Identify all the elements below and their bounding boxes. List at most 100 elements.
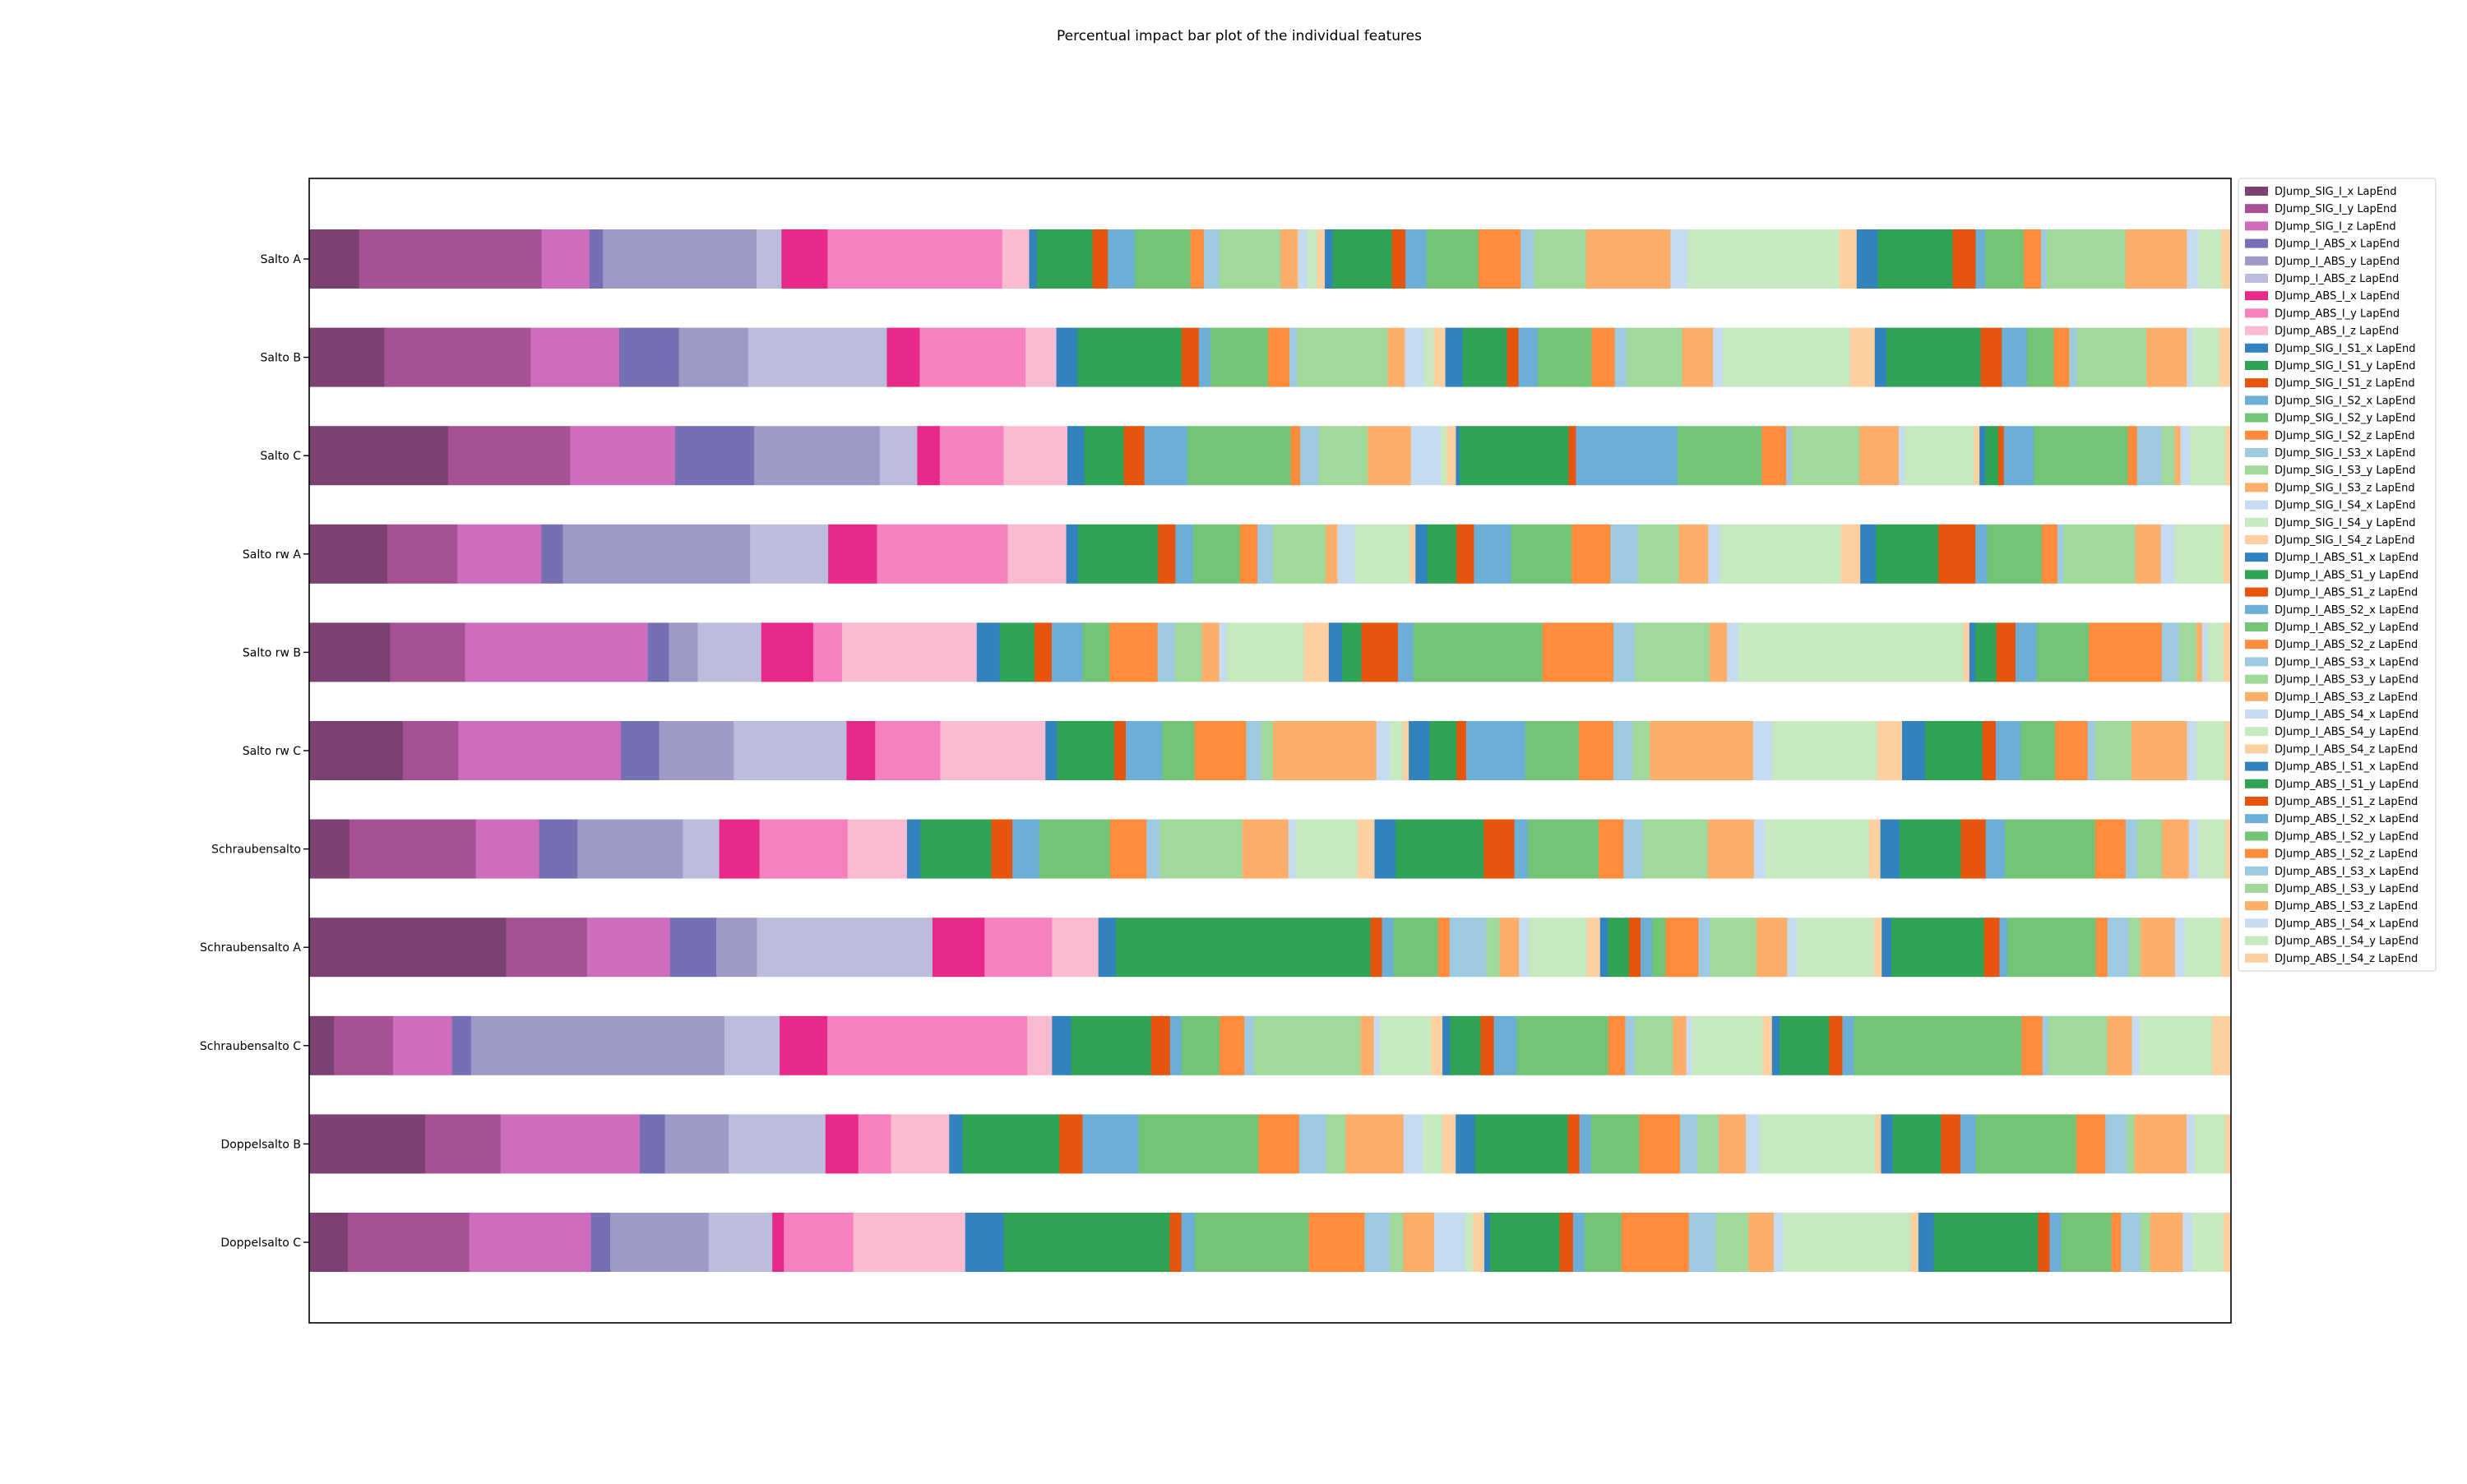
legend-swatch xyxy=(2245,744,2268,754)
bar-segment xyxy=(2041,524,2058,584)
bar-segment xyxy=(1613,622,1636,682)
bar-segment xyxy=(1771,1015,1780,1075)
bar-segment xyxy=(825,1114,859,1174)
bar-segment xyxy=(826,1015,1028,1075)
bar-segment xyxy=(2211,1015,2232,1075)
bar-segment xyxy=(1840,524,1861,584)
bar-segment xyxy=(891,1114,950,1174)
legend-swatch xyxy=(2245,343,2268,353)
bar-segment xyxy=(347,1213,470,1272)
legend-swatch xyxy=(2245,256,2268,266)
bar-segment xyxy=(2198,819,2226,879)
bar-segment xyxy=(1899,819,1961,879)
legend-label: DJump_I_ABS_x LapEnd xyxy=(2275,238,2400,251)
bar-segment xyxy=(1465,721,1526,780)
bar-segment xyxy=(1902,721,1926,780)
bar-segment xyxy=(2221,918,2232,978)
bar-segment xyxy=(1379,1015,1432,1075)
bar-segment xyxy=(1670,229,1688,289)
bar-segment xyxy=(2095,918,2108,978)
bar-segment xyxy=(1975,524,1988,584)
legend-label: DJump_ABS_I_S4_y LapEnd xyxy=(2275,936,2418,948)
bar-segment xyxy=(309,327,385,387)
bar-segment xyxy=(1029,229,1038,289)
bar-segment xyxy=(530,327,620,387)
bar-segment xyxy=(1771,721,1878,780)
bar-segment xyxy=(1756,918,1788,978)
bar-segment xyxy=(2136,819,2163,879)
legend-swatch xyxy=(2245,395,2268,405)
bar-segment xyxy=(1918,1213,1935,1272)
bar-segment xyxy=(1753,819,1766,879)
bar-segment xyxy=(1098,918,1117,978)
bar-segment xyxy=(2107,918,2130,978)
bar-segment xyxy=(1625,1015,1636,1075)
legend-label: DJump_SIG_I_S1_y LapEnd xyxy=(2275,360,2416,372)
bar-segment xyxy=(2094,819,2127,879)
legend-swatch xyxy=(2245,552,2268,562)
bar-segment xyxy=(2069,327,2078,387)
bar-segment xyxy=(1707,819,1755,879)
legend-swatch xyxy=(2245,500,2268,510)
bar-segment xyxy=(647,622,669,682)
bar-segment xyxy=(1198,327,1211,387)
bar-segment xyxy=(919,327,1026,387)
bar-segment xyxy=(2162,819,2190,879)
legend-swatch xyxy=(2245,797,2268,806)
bar-segment xyxy=(847,819,908,879)
legend-label: DJump_SIG_I_y LapEnd xyxy=(2275,203,2396,215)
bar-segment xyxy=(1039,819,1111,879)
bar-segment xyxy=(1635,1015,1673,1075)
bar-segment xyxy=(1134,229,1192,289)
bar-segment xyxy=(2131,721,2187,780)
bar-segment xyxy=(1433,1213,1465,1272)
bar-segment xyxy=(1308,229,1318,289)
bar-segment xyxy=(610,1213,710,1272)
bar-segment xyxy=(1877,229,1953,289)
y-tick-label: Schraubensalto A xyxy=(200,941,301,955)
bar-segment xyxy=(1045,721,1058,780)
legend-swatch xyxy=(2245,866,2268,876)
bar-segment xyxy=(858,1114,892,1174)
bar-segment xyxy=(2160,524,2175,584)
bar-segment xyxy=(309,524,388,584)
bar-segment xyxy=(1159,819,1243,879)
bar-segment xyxy=(1542,622,1614,682)
legend-label: DJump_SIG_I_S4_y LapEnd xyxy=(2275,517,2416,529)
bar-segment xyxy=(1623,819,1644,879)
bar-segment xyxy=(780,1015,828,1075)
bar-segment xyxy=(589,229,604,289)
bar-segment xyxy=(976,622,1001,682)
y-tick-label: Salto B xyxy=(261,352,301,365)
legend-label: DJump_I_ABS_S1_x LapEnd xyxy=(2275,552,2418,564)
bar-segment xyxy=(1325,229,1333,289)
bar-segment xyxy=(906,819,921,879)
bar-segment xyxy=(2015,622,2038,682)
bar-segment xyxy=(1398,622,1414,682)
legend-label: DJump_SIG_I_S1_z LapEnd xyxy=(2275,377,2415,390)
bar-segment xyxy=(2223,622,2232,682)
bar-segment xyxy=(2139,1015,2213,1075)
bar-segment xyxy=(1608,1015,1626,1075)
bar-segment xyxy=(1791,426,1860,486)
bar-segment xyxy=(1579,1114,1592,1174)
legend-swatch xyxy=(2245,308,2268,318)
bar-segment xyxy=(1437,918,1451,978)
bar-segment xyxy=(1626,327,1683,387)
bar-segment xyxy=(1328,622,1343,682)
bar-segment xyxy=(2187,721,2197,780)
bar-segment xyxy=(2062,524,2136,584)
bar-segment xyxy=(1713,327,1724,387)
bar-segment xyxy=(2140,1213,2150,1272)
bar-segment xyxy=(1219,229,1281,289)
bar-segment xyxy=(940,721,1046,780)
bar-segment xyxy=(1082,1114,1140,1174)
bar-segment xyxy=(1446,426,1456,486)
bar-segment xyxy=(2121,1213,2141,1272)
bar-segment xyxy=(756,229,782,289)
bar-segment xyxy=(932,918,985,978)
bar-segment xyxy=(1220,1015,1245,1075)
bar-segment xyxy=(334,1015,394,1075)
bar-segment xyxy=(1332,229,1393,289)
bar-segment xyxy=(1082,622,1110,682)
